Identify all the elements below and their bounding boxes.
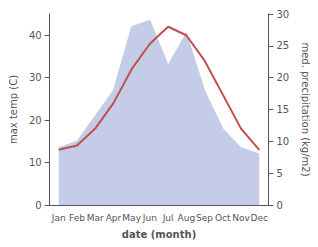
svg-text:10: 10 — [29, 157, 42, 168]
svg-text:30: 30 — [276, 9, 289, 20]
svg-text:Feb: Feb — [69, 213, 85, 223]
svg-text:Aug: Aug — [178, 213, 196, 223]
svg-text:Dec: Dec — [251, 213, 268, 223]
svg-text:Nov: Nov — [232, 213, 250, 223]
svg-text:Jan: Jan — [51, 213, 66, 223]
svg-text:20: 20 — [29, 115, 42, 126]
svg-text:Mar: Mar — [87, 213, 104, 223]
svg-text:Apr: Apr — [106, 213, 122, 223]
svg-text:max temp (C): max temp (C) — [8, 75, 19, 144]
svg-text:0: 0 — [276, 200, 282, 211]
svg-text:Sep: Sep — [196, 213, 213, 223]
svg-text:Oct: Oct — [215, 213, 231, 223]
svg-text:0: 0 — [35, 200, 41, 211]
svg-text:10: 10 — [276, 136, 289, 147]
svg-text:20: 20 — [276, 72, 289, 83]
svg-text:5: 5 — [276, 168, 282, 179]
svg-text:15: 15 — [276, 104, 289, 115]
svg-text:Jul: Jul — [162, 213, 174, 223]
svg-text:30: 30 — [29, 72, 42, 83]
svg-text:40: 40 — [29, 30, 42, 41]
svg-text:med. precipitation (kg/m2): med. precipitation (kg/m2) — [300, 42, 311, 176]
svg-text:Jun: Jun — [142, 213, 157, 223]
svg-text:date (month): date (month) — [122, 229, 196, 240]
svg-text:May: May — [122, 213, 141, 223]
svg-text:25: 25 — [276, 40, 289, 51]
